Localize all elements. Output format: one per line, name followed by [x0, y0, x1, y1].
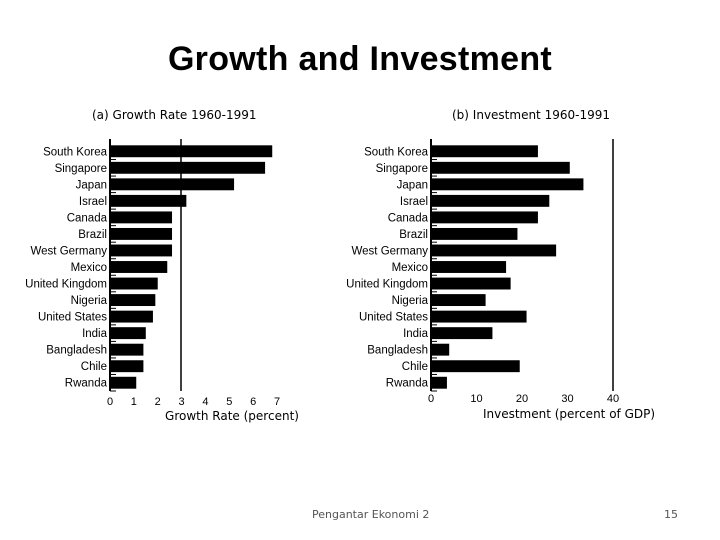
- category-label: Chile: [81, 361, 107, 373]
- bar: [431, 261, 507, 273]
- x-tick-label: 7: [274, 396, 280, 408]
- panel-b-title: (b) Investment 1960-1991: [452, 108, 610, 122]
- category-label: United States: [359, 312, 428, 324]
- category-label: Japan: [76, 179, 107, 191]
- category-label: Chile: [402, 361, 428, 373]
- bar: [431, 360, 520, 373]
- category-label: Brazil: [78, 229, 107, 241]
- bar: [431, 376, 447, 389]
- x-tick-label: 4: [202, 396, 208, 408]
- bar: [431, 178, 584, 191]
- bar: [110, 194, 187, 207]
- category-label: Singapore: [376, 163, 428, 175]
- category-label: Singapore: [55, 163, 107, 175]
- bar: [431, 310, 527, 323]
- bar: [110, 178, 235, 191]
- panel-a-title: (a) Growth Rate 1960-1991: [92, 108, 257, 122]
- bar: [431, 227, 518, 240]
- x-tick-label: 1: [131, 396, 137, 408]
- bar: [110, 161, 266, 174]
- bar: [431, 211, 538, 224]
- bar: [110, 360, 144, 373]
- category-label: Canada: [388, 212, 429, 224]
- x-tick-label: 0: [107, 396, 113, 408]
- category-label: United Kingdom: [346, 279, 428, 291]
- category-label: West Germany: [352, 245, 429, 257]
- bar: [431, 194, 550, 207]
- x-tick-label: 40: [607, 393, 619, 405]
- footer-text: Pengantar Ekonomi 2: [312, 508, 430, 521]
- category-label: United States: [38, 312, 107, 324]
- category-label: South Korea: [364, 146, 429, 158]
- category-label: West Germany: [31, 245, 108, 257]
- category-label: Rwanda: [65, 378, 108, 390]
- bar: [110, 145, 273, 158]
- slide-title: Growth and Investment: [167, 40, 553, 78]
- bar: [431, 343, 450, 356]
- category-label: Mexico: [392, 262, 428, 274]
- x-tick-label: 5: [226, 396, 232, 408]
- category-label: Bangladesh: [367, 345, 428, 357]
- category-label: Mexico: [71, 262, 107, 274]
- x-tick-label: 6: [250, 396, 256, 408]
- category-label: South Korea: [43, 146, 108, 158]
- page-number: 15: [664, 508, 678, 521]
- category-label: Canada: [67, 212, 108, 224]
- category-label: Nigeria: [71, 295, 108, 307]
- x-axis-title: Investment (percent of GDP): [483, 407, 655, 421]
- x-axis-title: Growth Rate (percent): [165, 409, 299, 423]
- bar: [110, 376, 137, 389]
- category-label: United Kingdom: [25, 279, 107, 291]
- x-tick-label: 2: [155, 396, 161, 408]
- bar: [431, 244, 557, 257]
- bar: [110, 261, 168, 273]
- bar: [110, 211, 173, 224]
- category-label: Bangladesh: [46, 345, 107, 357]
- x-tick-label: 0: [428, 393, 434, 405]
- category-label: Japan: [397, 179, 428, 191]
- bar: [110, 277, 158, 290]
- bar: [110, 310, 153, 323]
- category-label: Brazil: [399, 229, 428, 241]
- category-label: Israel: [400, 196, 428, 208]
- category-label: India: [403, 328, 429, 340]
- category-label: Israel: [79, 196, 107, 208]
- bar: [431, 277, 511, 290]
- bar: [431, 294, 486, 307]
- bar: [110, 327, 146, 340]
- bar: [110, 244, 173, 257]
- bar: [110, 294, 156, 307]
- category-label: India: [82, 328, 108, 340]
- bar: [431, 145, 538, 158]
- bar: [110, 343, 144, 356]
- bar: [431, 161, 570, 174]
- x-tick-label: 3: [179, 396, 185, 408]
- x-tick-label: 20: [516, 393, 528, 405]
- x-tick-label: 30: [561, 393, 573, 405]
- x-tick-label: 10: [470, 393, 482, 405]
- category-label: Rwanda: [386, 378, 429, 390]
- bar: [110, 227, 173, 240]
- bar: [431, 327, 493, 340]
- category-label: Nigeria: [392, 295, 429, 307]
